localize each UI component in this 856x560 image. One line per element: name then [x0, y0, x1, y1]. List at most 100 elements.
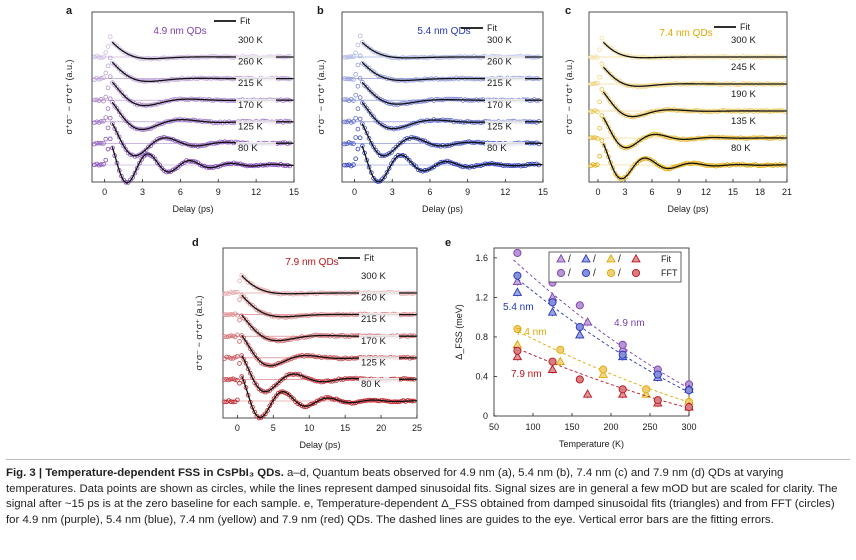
fit-triangle-3 [549, 365, 557, 372]
panel-letter-e: e [445, 237, 451, 249]
data-point-a [104, 137, 108, 141]
data-point-a [108, 116, 112, 120]
legend-circle-2 [607, 269, 614, 276]
temp-label-d: 170 K [361, 336, 386, 347]
data-point-d [238, 279, 242, 283]
data-point-a [104, 71, 108, 75]
x-tick-label-d: 5 [271, 423, 276, 433]
data-point-b [358, 76, 362, 80]
fft-circle-1 [549, 299, 556, 306]
temp-label-b: 80 K [487, 143, 507, 154]
legend-fit-label-d: Fit [364, 253, 374, 263]
x-tick-label-e: 250 [642, 422, 657, 432]
temp-label-c: 190 K [731, 89, 756, 100]
temp-label-a: 125 K [238, 121, 263, 132]
guide-line-2 [514, 329, 690, 402]
temp-label-c: 135 K [731, 116, 756, 127]
x-tick-label-e: 300 [681, 422, 696, 432]
panel-letter-a: a [66, 5, 73, 17]
series-label-2: 7.4 nm [516, 327, 547, 338]
fit-triangle-3 [584, 390, 592, 397]
legend-fit-label-a: Fit [240, 16, 250, 26]
data-point-b [354, 93, 358, 97]
data-point-b [358, 117, 362, 121]
legend-separator: / [568, 254, 571, 265]
data-point-b [358, 136, 362, 140]
data-point-b [358, 34, 362, 38]
data-point-c [600, 62, 604, 66]
x-tick-label-b: 3 [390, 187, 395, 197]
data-point-c [598, 48, 602, 52]
y-axis-label-a: σ⁺σ⁻ − σ⁺σ⁺ (a.u.) [64, 60, 74, 135]
legend-label-0: Fit [661, 254, 671, 264]
data-point-a [106, 45, 110, 49]
sample-label-c: 7.4 nm QDs [659, 28, 712, 39]
data-point-d [238, 318, 242, 322]
panel-letter-c: c [565, 5, 571, 17]
temp-label-b: 300 K [487, 35, 512, 46]
x-tick-label-b: 9 [465, 187, 470, 197]
temp-label-b: 215 K [487, 78, 512, 89]
x-tick-label-c: 6 [649, 187, 654, 197]
fft-circle-2 [643, 386, 650, 393]
legend-separator: / [618, 268, 621, 279]
temp-label-c: 300 K [731, 35, 756, 46]
fit-triangle-2 [556, 357, 564, 364]
y-axis-label-c: σ⁺σ⁻ − σ⁺σ⁺ (a.u.) [564, 60, 574, 135]
y-tick-label-e: 0 [483, 411, 488, 421]
caption-title: Fig. 3 | Temperature-dependent FSS in Cs… [6, 467, 284, 479]
x-tick-label-c: 9 [676, 187, 681, 197]
series-label-1: 5.4 nm [503, 302, 534, 313]
x-axis-label-c: Delay (ps) [667, 204, 708, 214]
temp-label-c: 245 K [731, 62, 756, 73]
y-axis-label-d: σ⁺σ⁻ − σ⁺σ⁺ (a.u.) [194, 296, 204, 371]
data-point-b [354, 157, 358, 161]
temp-label-d: 300 K [361, 271, 386, 282]
data-point-a [106, 126, 110, 130]
data-point-a [108, 35, 112, 39]
legend-circle-3 [632, 269, 639, 276]
data-point-a [102, 76, 106, 80]
data-point-d [238, 381, 242, 385]
fft-circle-1 [685, 387, 692, 394]
x-axis-label-a: Delay (ps) [172, 204, 213, 214]
temp-label-a: 260 K [238, 57, 263, 68]
x-tick-label-d: 15 [340, 423, 350, 433]
x-tick-label-d: 20 [376, 423, 386, 433]
x-tick-label-c: 0 [595, 187, 600, 197]
fit-triangle-1 [513, 288, 521, 295]
fft-circle-0 [619, 341, 626, 348]
data-point-a [108, 137, 112, 141]
fft-circle-3 [549, 358, 556, 365]
temp-label-a: 215 K [238, 78, 263, 89]
data-point-b [356, 43, 360, 47]
legend-separator: / [593, 268, 596, 279]
fft-circle-1 [619, 351, 626, 358]
data-point-d [238, 339, 242, 343]
data-point-a [104, 95, 108, 99]
x-axis-label-b: Delay (ps) [422, 204, 463, 214]
fft-circle-3 [514, 347, 521, 354]
panel-letter-d: d [192, 237, 199, 249]
fit-triangle-1 [576, 331, 584, 338]
caption-separator [6, 459, 850, 460]
data-point-b [354, 51, 358, 55]
fft-circle-1 [514, 272, 521, 279]
data-point-b [358, 96, 362, 100]
y-tick-label-e: 1.6 [475, 253, 488, 263]
x-tick-label-a: 0 [102, 187, 107, 197]
data-point-a [108, 75, 112, 79]
x-tick-label-d: 0 [235, 423, 240, 433]
x-tick-label-c: 18 [755, 187, 765, 197]
data-point-c [600, 139, 604, 143]
legend-label-1: FFT [661, 268, 678, 278]
fft-circle-2 [600, 366, 607, 373]
x-tick-label-e: 50 [489, 422, 499, 432]
data-point-b [354, 136, 358, 140]
x-tick-label-b: 6 [427, 187, 432, 197]
panel-letter-b: b [317, 5, 324, 17]
x-tick-label-c: 15 [728, 187, 738, 197]
legend-circle-0 [557, 269, 564, 276]
temp-label-c: 80 K [731, 143, 751, 154]
legend-fit-label-c: Fit [740, 22, 750, 32]
